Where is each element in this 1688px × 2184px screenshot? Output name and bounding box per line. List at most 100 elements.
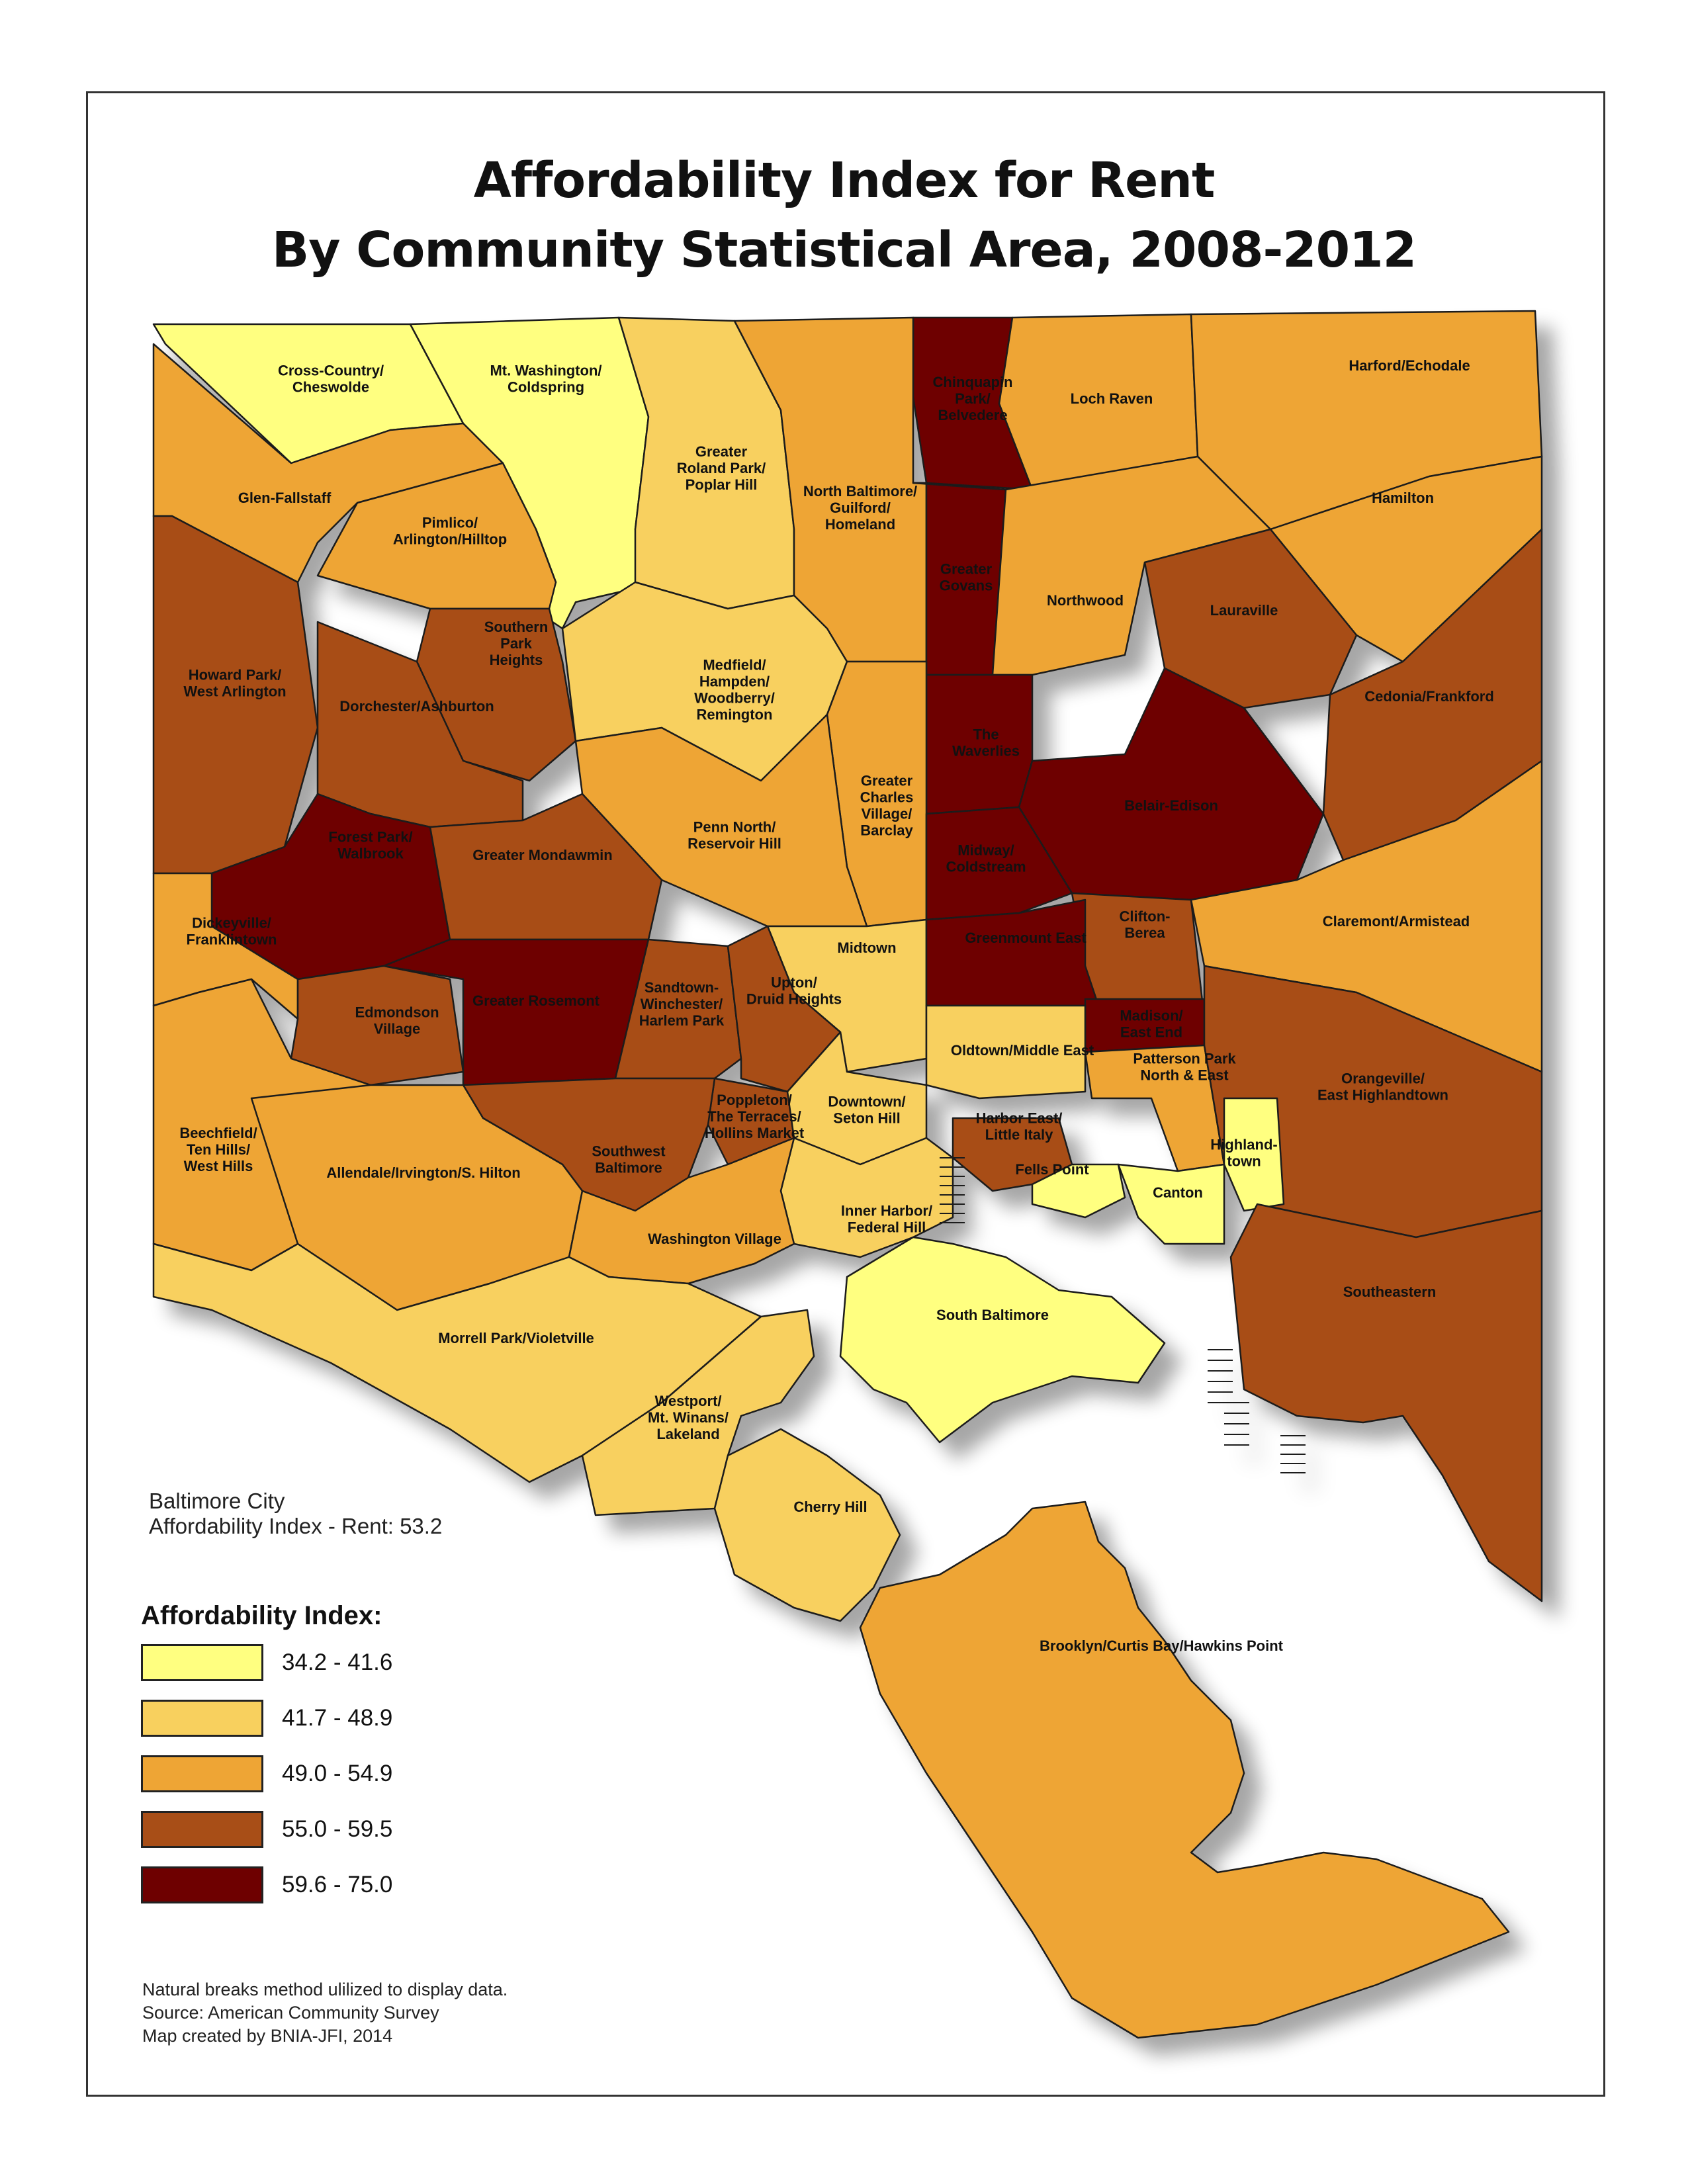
area-label-line: Glen-Fallstaff — [238, 490, 332, 506]
method-note: Natural breaks method ulilized to displa… — [142, 1980, 508, 1999]
area-label-edmondson: Edmondson Village — [355, 1004, 439, 1037]
legend-item: 34.2 - 41.6 — [141, 1643, 392, 1682]
area-label-line: Southern — [484, 619, 549, 635]
area-label-highlandtown: Highland-town — [1210, 1137, 1277, 1170]
area-label-line: West Arlington — [183, 683, 286, 700]
area-label-chinquapin: Chinquapin Park/Belvedere — [933, 374, 1013, 423]
area-label-morrell-park: Morrell Park/Violetville — [438, 1330, 594, 1346]
region-canton — [1117, 1163, 1225, 1245]
area-label-clifton-berea: Clifton-Berea — [1120, 908, 1171, 941]
area-label-line: Forest Park/ — [328, 829, 412, 846]
area-label-line: Waverlies — [952, 743, 1020, 760]
credit-note: Map created by BNIA-JFI, 2014 — [142, 2026, 393, 2046]
legend-swatch — [141, 1866, 263, 1903]
area-label-line: Homeland — [825, 516, 895, 533]
area-label-line: Penn North/ — [693, 819, 776, 836]
area-label-line: Coldspring — [508, 379, 584, 396]
area-label-line: Hampden/ — [699, 674, 770, 690]
area-label-allendale: Allendale/Irvington/S. Hilton — [326, 1164, 520, 1181]
area-label-line: Franklintown — [187, 932, 277, 948]
area-label-line: town — [1227, 1153, 1261, 1170]
area-label-upton: Upton/Druid Heights — [746, 975, 842, 1008]
area-label-line: Medfield/ — [703, 657, 766, 674]
area-label-orangeville: Orangeville/East Highlandtown — [1317, 1070, 1448, 1104]
area-label-line: Mt. Winans/ — [648, 1409, 729, 1426]
legend-item: 55.0 - 59.5 — [141, 1810, 392, 1849]
area-label-line: Allendale/Irvington/S. Hilton — [326, 1164, 520, 1181]
area-label-line: East End — [1120, 1024, 1182, 1041]
area-label-line: North Baltimore/ — [803, 483, 917, 500]
area-label-line: Hollins Market — [705, 1125, 805, 1141]
area-label-line: Southwest — [592, 1143, 666, 1160]
area-label-dickeyville: Dickeyville/Franklintown — [187, 915, 277, 948]
area-label-poppleton: Poppleton/The Terraces/Hollins Market — [705, 1092, 805, 1141]
area-label-line: Highland- — [1210, 1137, 1277, 1153]
area-label-line: Patterson Park — [1133, 1051, 1236, 1067]
area-label-line: Greater Mondawmin — [472, 847, 612, 863]
area-label-northwood: Northwood — [1047, 592, 1124, 609]
area-label-rosemont: Greater Rosemont — [472, 992, 600, 1009]
city-name: Baltimore City — [149, 1489, 285, 1513]
area-label-westport: Westport/Mt. Winans/Lakeland — [648, 1393, 729, 1442]
map-title-line2: By Community Statistical Area, 2008-2012 — [271, 222, 1417, 279]
area-label-line: Greater — [695, 443, 748, 460]
area-label-line: Coldstream — [946, 859, 1026, 875]
area-label-line: Cheswolde — [292, 379, 369, 396]
area-label-harbor-east: Harbor East/Little Italy — [976, 1110, 1063, 1143]
area-label-line: Poplar Hill — [686, 476, 758, 493]
area-label-canton: Canton — [1153, 1184, 1203, 1201]
legend-label: 55.0 - 59.5 — [282, 1816, 393, 1842]
area-label-madison: Madison/East End — [1120, 1008, 1182, 1041]
area-label-pimlico: Pimlico/Arlington/Hilltop — [393, 515, 507, 548]
area-label-line: Claremont/Armistead — [1323, 913, 1470, 930]
area-label-line: Loch Raven — [1071, 390, 1153, 407]
area-label-line: Remington — [697, 707, 773, 723]
area-label-mondawmin: Greater Mondawmin — [472, 847, 612, 863]
area-label-mt-washington: Mt. Washington/Coldspring — [490, 363, 601, 396]
area-label-line: Fells Point — [1015, 1161, 1089, 1178]
area-label-line: Canton — [1153, 1184, 1203, 1201]
area-label-southern-park: Southern Park Heights — [484, 619, 549, 668]
area-label-loch-raven: Loch Raven — [1071, 390, 1153, 407]
region-pimlico — [316, 462, 557, 610]
area-label-line: Harford/Echodale — [1349, 357, 1470, 374]
area-label-roland-park: Greater Roland Park/Poplar Hill — [677, 443, 766, 493]
area-label-line: Brooklyn/Curtis Bay/Hawkins Point — [1040, 1638, 1284, 1654]
area-label-southeastern: Southeastern — [1343, 1284, 1437, 1300]
area-label-line: Lakeland — [656, 1426, 719, 1442]
area-label-line: Cherry Hill — [793, 1499, 867, 1515]
area-label-sandtown: Sandtown-Winchester/Harlem Park — [639, 979, 725, 1029]
area-label-harford: Harford/Echodale — [1349, 357, 1470, 374]
area-label-line: Westport/ — [654, 1393, 721, 1409]
area-label-glen-fallstaff: Glen-Fallstaff — [238, 490, 332, 506]
area-label-patterson-park: Patterson Park North & East — [1133, 1051, 1236, 1084]
area-label-line: Belair-Edison — [1124, 797, 1218, 814]
area-label-line: Midway/ — [957, 842, 1014, 859]
area-label-line: Clifton- — [1120, 908, 1171, 925]
area-label-greenmount: Greenmount East — [965, 930, 1087, 946]
area-label-line: Mt. Washington/ — [490, 363, 601, 379]
area-label-line: Cedonia/Frankford — [1364, 688, 1494, 705]
area-label-hamilton: Hamilton — [1372, 490, 1434, 506]
area-label-line: Beechfield/ — [179, 1125, 257, 1141]
area-label-line: Walbrook — [337, 846, 404, 862]
area-label-line: Greater Rosemont — [472, 992, 600, 1009]
area-label-cherry-hill: Cherry Hill — [793, 1499, 867, 1515]
area-label-line: Arlington/Hilltop — [393, 531, 507, 548]
area-label-line: Village/ — [862, 806, 912, 822]
area-label-beechfield: Beechfield/Ten Hills/West Hills — [179, 1125, 257, 1174]
area-label-line: Sandtown- — [644, 979, 719, 996]
area-label-line: Heights — [490, 652, 543, 668]
area-label-line: Seton Hill — [833, 1110, 900, 1127]
area-label-line: Harbor East/ — [976, 1110, 1063, 1127]
source-note: Source: American Community Survey — [142, 2003, 439, 2023]
city-average-note: Baltimore City Affordability Index - Ren… — [149, 1489, 442, 1539]
area-label-line: South Baltimore — [936, 1307, 1049, 1323]
area-label-line: East Highlandtown — [1317, 1087, 1448, 1104]
area-label-line: Park/ — [955, 390, 991, 407]
area-label-line: Greenmount East — [965, 930, 1087, 946]
area-label-line: Washington Village — [648, 1231, 781, 1247]
area-label-line: Northwood — [1047, 592, 1124, 609]
area-label-line: The — [973, 726, 999, 743]
